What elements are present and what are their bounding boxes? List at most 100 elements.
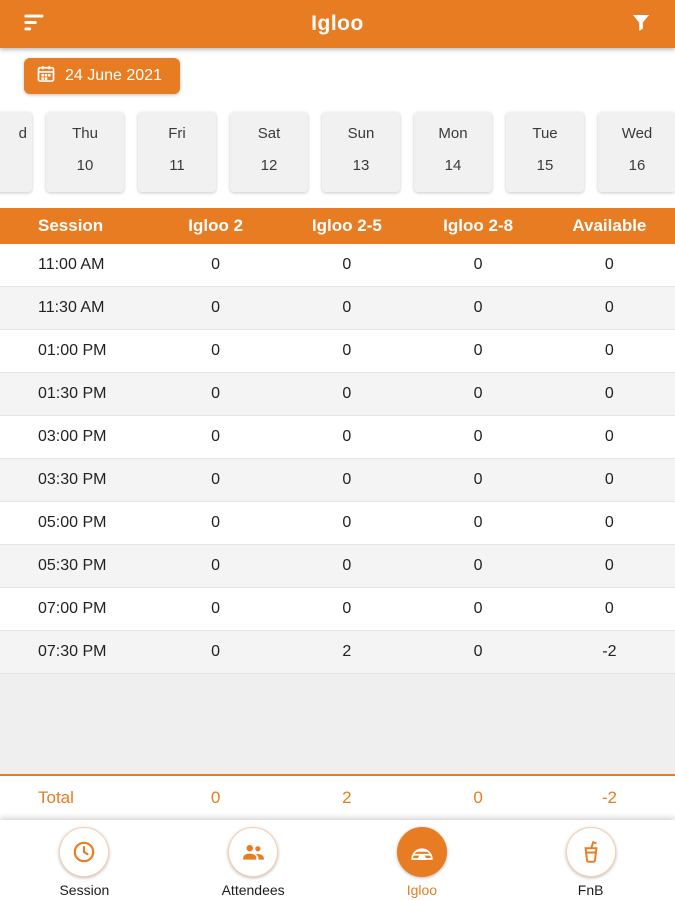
value-cell: 0 (473, 514, 483, 531)
value-cell: 0 (342, 385, 352, 402)
sort-button[interactable] (14, 4, 54, 44)
total-row: Total 0 2 0 -2 (0, 774, 675, 820)
table-header: Session Igloo 2 Igloo 2-5 Igloo 2-8 Avai… (0, 208, 675, 244)
value-cell: 0 (211, 256, 221, 273)
total-value: 0 (210, 788, 221, 807)
value-cell: 0 (342, 514, 352, 531)
day-number: 10 (76, 157, 94, 174)
value-cell: 0 (342, 299, 352, 316)
value-cell: 0 (342, 600, 352, 617)
sort-icon (21, 9, 48, 39)
day-name: d (18, 125, 27, 142)
table-row[interactable]: 07:30 PM 0 2 0 -2 (0, 631, 675, 674)
table-row[interactable]: 11:00 AM 0 0 0 0 (0, 244, 675, 287)
day-card[interactable]: Sun 13 (322, 112, 400, 192)
value-cell: 0 (342, 256, 352, 273)
empty-area (0, 674, 675, 774)
value-cell: 0 (604, 600, 614, 617)
nav-item-session[interactable]: Session (0, 827, 169, 898)
date-bar: 24 June 2021 (0, 48, 675, 102)
day-number: 11 (169, 157, 185, 174)
nav-item-attendees[interactable]: Attendees (169, 827, 338, 898)
day-name: Sat (257, 125, 281, 142)
day-card[interactable]: d (0, 112, 32, 192)
nav-label: FnB (577, 882, 604, 898)
value-cell: 2 (342, 643, 352, 660)
column-header-igloo2-5: Igloo 2-5 (311, 216, 382, 235)
value-cell: -2 (602, 643, 617, 660)
nav-label: Igloo (406, 882, 438, 898)
value-cell: 0 (473, 385, 483, 402)
value-cell: 0 (211, 471, 221, 488)
session-time-cell: 11:30 AM (38, 299, 105, 316)
value-cell: 0 (211, 428, 221, 445)
value-cell: 0 (211, 299, 221, 316)
nav-item-igloo[interactable]: Igloo (338, 827, 507, 898)
day-name: Sun (347, 125, 375, 142)
day-number: 15 (536, 157, 554, 174)
day-card[interactable]: Sat 12 (230, 112, 308, 192)
day-card[interactable]: Fri 11 (138, 112, 216, 192)
table-row[interactable]: 03:30 PM 0 0 0 0 (0, 459, 675, 502)
day-card[interactable]: Tue 15 (506, 112, 584, 192)
column-header-available: Available (572, 216, 647, 235)
session-time-cell: 01:30 PM (38, 385, 107, 402)
session-time-cell: 05:00 PM (38, 514, 107, 531)
day-number: 13 (352, 157, 370, 174)
table-row[interactable]: 05:30 PM 0 0 0 0 (0, 545, 675, 588)
value-cell: 0 (473, 600, 483, 617)
session-time-cell: 07:00 PM (38, 600, 107, 617)
value-cell: 0 (604, 557, 614, 574)
value-cell: 0 (473, 428, 483, 445)
column-header-session: Session (38, 216, 104, 235)
total-value: 0 (473, 788, 483, 807)
value-cell: 0 (211, 600, 221, 617)
igloo-icon (396, 827, 447, 877)
nav-item-fnb[interactable]: FnB (506, 827, 675, 898)
drink-icon (565, 827, 616, 877)
value-cell: 0 (342, 471, 352, 488)
date-picker-chip[interactable]: 24 June 2021 (24, 58, 180, 94)
day-number: 14 (444, 157, 462, 174)
value-cell: 0 (473, 643, 483, 660)
table-row[interactable]: 11:30 AM 0 0 0 0 (0, 287, 675, 330)
value-cell: 0 (604, 471, 614, 488)
bottom-nav: Session Attendees Igloo FnB (0, 820, 675, 900)
total-value: -2 (601, 788, 617, 807)
value-cell: 0 (211, 514, 221, 531)
session-time-cell: 05:30 PM (38, 557, 107, 574)
people-icon (228, 827, 279, 877)
value-cell: 0 (604, 385, 614, 402)
value-cell: 0 (342, 557, 352, 574)
table-row[interactable]: 03:00 PM 0 0 0 0 (0, 416, 675, 459)
session-time-cell: 03:00 PM (38, 428, 107, 445)
day-name: Wed (621, 125, 653, 142)
value-cell: 0 (211, 342, 221, 359)
day-card[interactable]: Thu 10 (46, 112, 124, 192)
day-selector: d Thu 10 Fri 11 Sat 12 Sun 13 Mon 14 Tue… (0, 102, 675, 208)
value-cell: 0 (473, 471, 483, 488)
day-card[interactable]: Wed 16 (598, 112, 675, 192)
selected-date-label: 24 June 2021 (65, 67, 162, 84)
value-cell: 0 (342, 342, 352, 359)
value-cell: 0 (211, 385, 221, 402)
day-card[interactable]: Mon 14 (414, 112, 492, 192)
day-name: Thu (72, 125, 98, 142)
session-time-cell: 03:30 PM (38, 471, 107, 488)
value-cell: 0 (473, 342, 483, 359)
value-cell: 0 (473, 256, 483, 273)
filter-button[interactable] (621, 4, 661, 44)
app-bar: Igloo (0, 0, 675, 48)
table-row[interactable]: 07:00 PM 0 0 0 0 (0, 588, 675, 631)
session-time-cell: 01:00 PM (38, 342, 107, 359)
table-row[interactable]: 01:00 PM 0 0 0 0 (0, 330, 675, 373)
value-cell: 0 (604, 256, 614, 273)
value-cell: 0 (342, 428, 352, 445)
value-cell: 0 (473, 557, 483, 574)
app-title: Igloo (311, 12, 364, 35)
table-row[interactable]: 01:30 PM 0 0 0 0 (0, 373, 675, 416)
table-row[interactable]: 05:00 PM 0 0 0 0 (0, 502, 675, 545)
value-cell: 0 (211, 643, 221, 660)
session-time-cell: 07:30 PM (38, 643, 107, 660)
